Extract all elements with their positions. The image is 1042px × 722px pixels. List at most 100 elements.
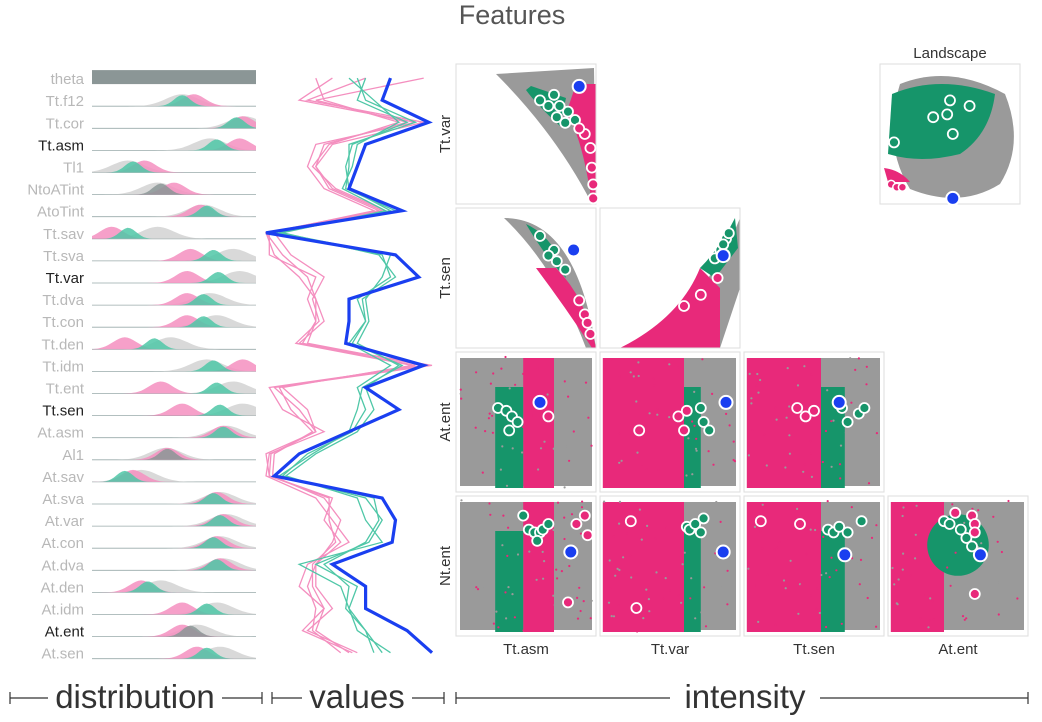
cell-speckle xyxy=(895,595,898,598)
values-line-green xyxy=(279,77,409,654)
cell-speckle xyxy=(825,625,828,629)
cell-speckle xyxy=(1000,520,1004,523)
cell-speckle xyxy=(551,423,554,426)
cell-speckle xyxy=(460,539,463,542)
cell-point-pink xyxy=(581,316,594,329)
cell-speckle xyxy=(584,381,588,384)
density-curve-green xyxy=(92,515,256,527)
cell-speckle xyxy=(1018,534,1022,537)
cell-speckle xyxy=(668,416,671,419)
cell-speckle xyxy=(821,460,824,464)
cell-point-green xyxy=(966,540,978,553)
cell-speckle xyxy=(707,450,710,453)
landscape-region-pink xyxy=(884,168,910,182)
density-curve-green xyxy=(92,227,256,239)
cell-speckle xyxy=(789,559,792,562)
cell-point-pink xyxy=(799,410,812,423)
cell-point-green xyxy=(542,518,555,530)
cell-speckle xyxy=(579,609,582,613)
density-curve-gray xyxy=(92,624,256,637)
cell-speckle xyxy=(809,440,812,443)
cell-speckle xyxy=(487,583,490,586)
feature-label: Tt.sav xyxy=(43,226,84,243)
cell-speckle xyxy=(506,554,509,558)
cell-speckle xyxy=(867,482,871,485)
cell-speckle xyxy=(726,569,729,572)
cell-speckle xyxy=(871,617,874,620)
cell-speckle xyxy=(759,530,762,533)
cell-point-green xyxy=(694,402,707,414)
cell-speckle xyxy=(784,466,787,469)
feature-label: Al1 xyxy=(62,447,84,464)
matrix-col-label: Tt.var xyxy=(651,641,689,658)
cell-speckle xyxy=(826,500,829,503)
cell-speckle xyxy=(459,392,462,395)
cell-point-green xyxy=(855,515,868,528)
values-label: values xyxy=(309,678,404,715)
cell-speckle xyxy=(774,406,777,410)
cell-speckle xyxy=(897,578,900,581)
cell-speckle xyxy=(751,481,754,484)
cell-point-green xyxy=(954,523,967,536)
cell-speckle xyxy=(782,579,786,582)
cell-speckle xyxy=(825,572,828,575)
cell-speckle xyxy=(575,585,578,588)
cell-region-pink xyxy=(890,502,944,632)
feature-label: Tt.f12 xyxy=(46,93,84,110)
cell-speckle xyxy=(852,462,855,465)
matrix-col-label: At.ent xyxy=(938,641,978,658)
cell-speckle xyxy=(997,613,1000,616)
cell-speckle xyxy=(488,502,491,505)
cell-point-selected xyxy=(715,248,731,264)
cell-speckle xyxy=(645,468,648,471)
feature-label: Tt.sva xyxy=(43,248,84,265)
density-curve-green xyxy=(92,360,256,372)
landscape-panel: Landscape xyxy=(879,45,1021,206)
cell-speckle xyxy=(636,451,639,454)
cell-speckle xyxy=(852,553,856,556)
cell-speckle xyxy=(671,503,674,506)
cell-speckle xyxy=(929,597,932,600)
distribution-label: distribution xyxy=(55,678,215,715)
cell-speckle xyxy=(870,461,873,464)
landscape-point-pink xyxy=(897,182,908,192)
cell-point-green xyxy=(531,534,544,547)
density-curve-green xyxy=(92,95,256,107)
cell-speckle xyxy=(731,443,734,447)
cell-speckle xyxy=(757,391,760,394)
cell-speckle xyxy=(580,506,584,509)
cell-speckle xyxy=(828,576,831,579)
cell-speckle xyxy=(632,375,635,378)
feature-label: Tt.den xyxy=(41,336,84,353)
cell-point-pink xyxy=(968,526,981,539)
feature-label: At.dva xyxy=(41,557,84,574)
cell-speckle xyxy=(567,395,570,398)
intensity-label: intensity xyxy=(684,678,806,715)
cell-speckle xyxy=(603,368,606,371)
feature-label: At.ent xyxy=(45,624,85,641)
values-line-pink xyxy=(265,77,424,654)
cell-speckle xyxy=(774,623,777,626)
cell-speckle xyxy=(552,528,555,532)
page-title: Features xyxy=(459,0,566,30)
cell-speckle xyxy=(902,506,905,509)
cell-speckle xyxy=(511,593,514,596)
cell-speckle xyxy=(751,429,754,432)
cell-speckle xyxy=(495,610,498,613)
cell-speckle xyxy=(521,451,524,454)
cell-speckle xyxy=(796,507,799,510)
feature-label: At.var xyxy=(45,513,84,530)
cell-point-pink xyxy=(587,178,600,191)
cell-speckle xyxy=(640,463,644,466)
cell-speckle xyxy=(511,447,514,450)
cell-speckle xyxy=(805,552,808,556)
cell-speckle xyxy=(803,365,806,368)
density-curve-pink xyxy=(92,182,256,195)
cell-region-pink xyxy=(523,358,554,488)
cell-speckle xyxy=(630,576,633,579)
density-curve-pink xyxy=(92,624,256,637)
cell-speckle xyxy=(544,445,547,448)
cell-speckle xyxy=(629,371,632,374)
cell-speckle xyxy=(747,567,750,570)
cell-speckle xyxy=(788,405,791,408)
